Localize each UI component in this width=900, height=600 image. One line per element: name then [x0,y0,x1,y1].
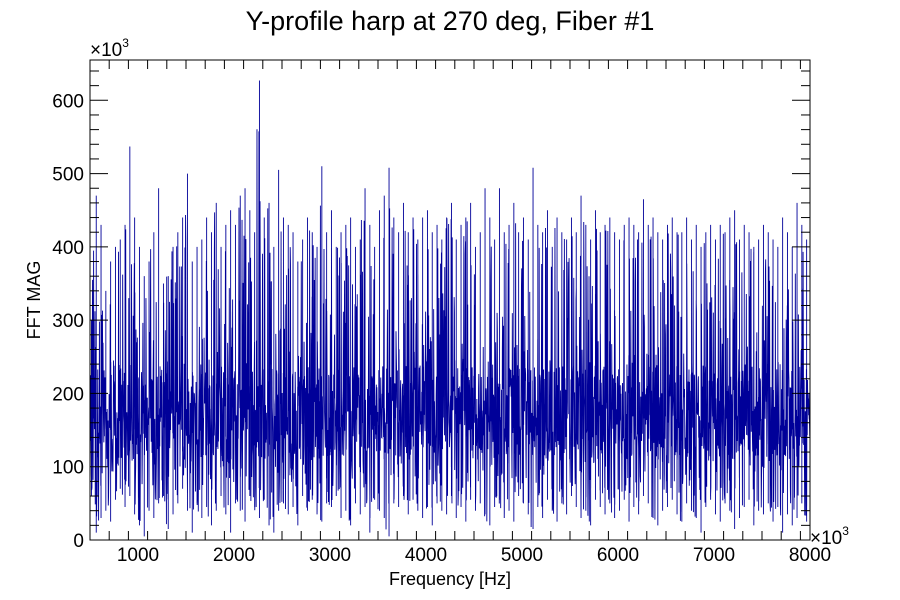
x-axis-label: Frequency [Hz] [389,569,511,589]
plot-frame [89,59,811,541]
y-tick-label: 500 [52,165,84,186]
x-multiplier-exponent: 3 [842,524,849,538]
y-axis-label: FFT MAG [24,261,44,340]
y-tick-label: 300 [52,311,84,332]
x-tick-label: 5000 [501,545,543,566]
x-axis: 1000 2000 3000 4000 5000 6000 7000 8000 [89,60,831,566]
svg-text:×103: ×103 [810,524,849,549]
x-tick-label: 2000 [213,545,255,566]
y-axis: 0 100 200 300 400 500 600 [52,70,810,552]
x-multiplier-base: ×10 [810,528,842,549]
y-tick-label: 600 [52,91,84,112]
x-tick-label: 1000 [117,545,159,566]
y-multiplier-exponent: 3 [122,36,129,50]
y-tick-label: 100 [52,458,84,479]
x-tick-label: 7000 [693,545,735,566]
series-line [90,80,810,537]
x-tick-label: 8000 [789,545,831,566]
y-tick-label: 200 [52,384,84,405]
y-multiplier-base: ×10 [90,40,122,61]
series-fft-mag [90,80,810,537]
x-tick-label: 6000 [597,545,639,566]
x-tick-label: 4000 [405,545,447,566]
y-axis-multiplier: ×103 [90,36,129,61]
x-tick-label: 3000 [309,545,351,566]
x-axis-multiplier: ×103 [810,524,849,549]
y-tick-label: 400 [52,238,84,259]
chart-title: Y-profile harp at 270 deg, Fiber #1 [246,6,655,36]
svg-text:×103: ×103 [90,36,129,61]
y-tick-label: 0 [73,531,84,552]
